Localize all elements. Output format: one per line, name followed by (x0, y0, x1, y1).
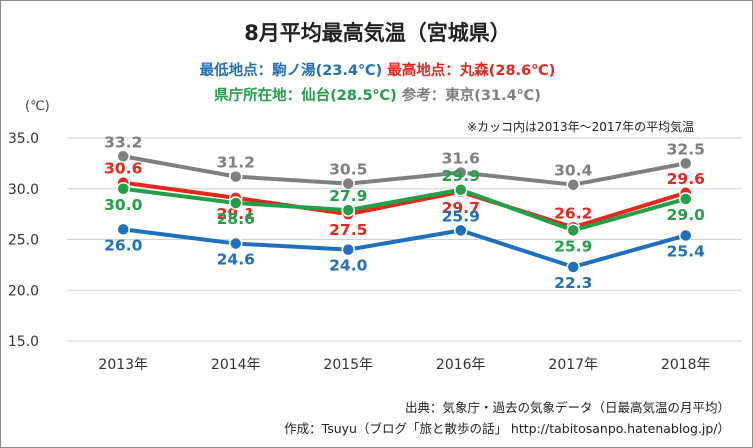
data-label-capital: 29.0 (667, 206, 705, 224)
data-point-capital (679, 192, 693, 206)
data-point-lowest (116, 222, 130, 237)
data-label-highest: 30.6 (104, 160, 142, 178)
data-point-capital (566, 223, 580, 238)
data-label-reference: 33.2 (104, 133, 142, 151)
y-tick-label: 25.0 (8, 233, 39, 249)
data-point-reference (454, 165, 468, 180)
data-label-lowest: 24.6 (217, 251, 255, 269)
data-label-reference: 31.6 (442, 150, 480, 168)
capital-label: 県庁所在地： (214, 88, 302, 104)
highest-value: 丸森(28.6℃) (459, 63, 556, 79)
data-label-lowest: 22.3 (554, 274, 592, 292)
x-tick-label: 2013年 (98, 357, 148, 373)
data-label-capital: 25.9 (554, 237, 592, 255)
y-tick-label: 15.0 (8, 334, 39, 350)
reference-value: 東京(31.4℃) (445, 88, 541, 104)
data-label-lowest: 25.4 (667, 242, 705, 260)
y-tick-label: 20.0 (8, 283, 39, 299)
x-tick-label: 2017年 (548, 357, 598, 373)
subtitle-line-2: 県庁所在地：仙台(28.5℃) 参考：東京(31.4℃) (1, 84, 753, 105)
data-point-lowest (454, 223, 468, 238)
data-point-capital (341, 203, 355, 217)
highest-label: 最高地点： (387, 63, 460, 79)
data-point-reference (229, 169, 243, 184)
data-point-capital (116, 182, 130, 196)
series-line-reference (122, 154, 687, 187)
data-label-highest: 29.1 (217, 205, 255, 223)
data-label-reference: 30.5 (329, 161, 367, 179)
data-point-reference (679, 156, 693, 171)
data-label-reference: 32.5 (667, 140, 705, 158)
y-tick-label: 35.0 (8, 131, 39, 147)
data-label-highest: 26.2 (554, 204, 592, 222)
reference-label: 参考： (401, 88, 446, 104)
data-label-capital: 29.9 (442, 167, 480, 185)
y-axis-unit: (℃) (25, 99, 50, 114)
data-label-lowest: 25.9 (442, 207, 480, 225)
capital-value: 仙台(28.5℃) (301, 88, 397, 104)
x-tick-label: 2015年 (323, 357, 373, 373)
data-label-highest: 29.6 (667, 170, 705, 188)
data-point-lowest (341, 242, 355, 257)
data-point-lowest (566, 260, 580, 274)
author-credit: 作成：Tsuyu（ブログ「旅と散歩の話」 http://tabitosanpo.… (284, 421, 730, 436)
y-tick-label: 30.0 (8, 182, 39, 198)
data-label-reference: 31.2 (217, 154, 255, 172)
chart-title: 8月平均最高気温（宮城県） (244, 21, 511, 45)
x-tick-label: 2016年 (436, 357, 486, 373)
data-point-reference (566, 177, 580, 192)
lowest-value: 駒ノ湯(23.4℃) (272, 63, 383, 79)
data-label-highest: 27.5 (329, 221, 367, 239)
subtitle-line-1: 最低地点：駒ノ湯(23.4℃) 最高地点：丸森(28.6℃) (1, 59, 753, 80)
data-label-capital: 30.0 (104, 196, 142, 214)
data-label-lowest: 26.0 (104, 236, 142, 254)
data-point-capital (229, 196, 243, 210)
x-tick-label: 2018年 (661, 357, 711, 373)
data-point-reference (116, 149, 130, 164)
data-point-reference (341, 176, 355, 191)
data-point-lowest (229, 236, 243, 251)
data-label-lowest: 24.0 (329, 257, 367, 275)
lowest-label: 最低地点： (199, 63, 273, 79)
series-line-capital (122, 186, 687, 233)
chart-note: ※カッコ内は2013年～2017年の平均気温 (467, 120, 695, 134)
data-point-lowest (679, 228, 693, 243)
data-label-capital: 27.9 (329, 187, 367, 205)
series-line-highest (122, 180, 687, 230)
data-label-highest: 29.7 (442, 199, 480, 217)
source-credit: 出典：気象庁・過去の気象データ（日最高気温の月平均） (404, 400, 730, 415)
x-tick-label: 2014年 (211, 357, 261, 373)
data-label-capital: 28.6 (217, 210, 255, 228)
series-line-lowest (122, 227, 687, 269)
data-label-reference: 30.4 (554, 162, 592, 180)
data-point-capital (454, 183, 468, 197)
